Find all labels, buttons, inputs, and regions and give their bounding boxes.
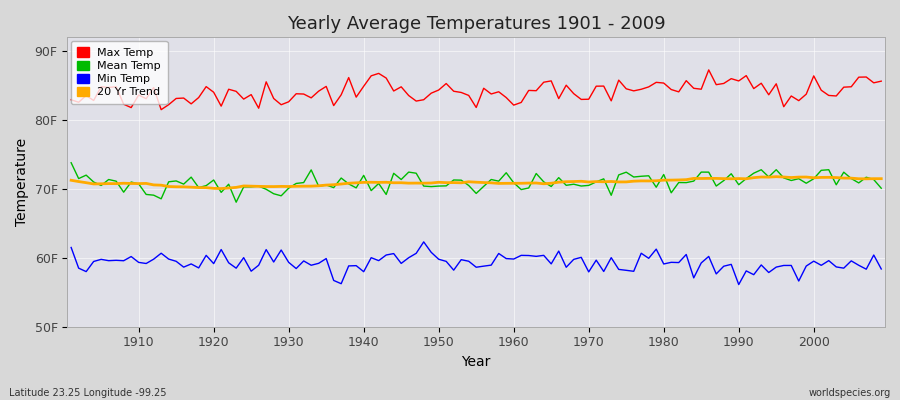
20 Yr Trend <box>516 181 526 186</box>
20 Yr Trend <box>876 176 886 181</box>
20 Yr Trend <box>216 186 227 191</box>
Min Temp <box>418 240 429 244</box>
Text: worldspecies.org: worldspecies.org <box>809 388 891 398</box>
Title: Yearly Average Temperatures 1901 - 2009: Yearly Average Temperatures 1901 - 2009 <box>287 15 665 33</box>
Min Temp <box>876 266 886 271</box>
Mean Temp <box>66 160 77 165</box>
Legend: Max Temp, Mean Temp, Min Temp, 20 Yr Trend: Max Temp, Mean Temp, Min Temp, 20 Yr Tre… <box>71 41 167 104</box>
20 Yr Trend <box>126 181 137 186</box>
Mean Temp <box>126 180 137 184</box>
Mean Temp <box>298 180 309 185</box>
Text: Latitude 23.25 Longitude -99.25: Latitude 23.25 Longitude -99.25 <box>9 388 166 398</box>
Min Temp <box>734 282 744 287</box>
20 Yr Trend <box>508 181 519 186</box>
Mean Temp <box>606 193 616 198</box>
Min Temp <box>508 257 519 262</box>
Max Temp <box>126 105 137 110</box>
20 Yr Trend <box>66 178 77 183</box>
20 Yr Trend <box>770 174 781 179</box>
Mean Temp <box>230 200 241 204</box>
Max Temp <box>703 68 714 72</box>
Mean Temp <box>876 186 886 191</box>
20 Yr Trend <box>343 181 354 186</box>
Min Temp <box>126 254 137 259</box>
Max Temp <box>508 103 519 108</box>
Max Temp <box>298 92 309 96</box>
Max Temp <box>156 107 166 112</box>
X-axis label: Year: Year <box>462 355 490 369</box>
Min Temp <box>291 266 302 271</box>
20 Yr Trend <box>606 179 616 184</box>
20 Yr Trend <box>298 184 309 188</box>
Max Temp <box>606 98 616 103</box>
Max Temp <box>343 75 354 80</box>
Mean Temp <box>508 180 519 185</box>
Min Temp <box>336 281 346 286</box>
Min Temp <box>516 253 526 258</box>
Max Temp <box>66 97 77 102</box>
Line: Max Temp: Max Temp <box>71 70 881 110</box>
Line: Min Temp: Min Temp <box>71 242 881 284</box>
Min Temp <box>606 255 616 260</box>
Min Temp <box>66 245 77 250</box>
Mean Temp <box>343 182 354 186</box>
Line: Mean Temp: Mean Temp <box>71 163 881 202</box>
Mean Temp <box>516 187 526 192</box>
Line: 20 Yr Trend: 20 Yr Trend <box>71 177 881 188</box>
Y-axis label: Temperature: Temperature <box>15 138 29 226</box>
Max Temp <box>876 79 886 84</box>
Max Temp <box>516 100 526 105</box>
